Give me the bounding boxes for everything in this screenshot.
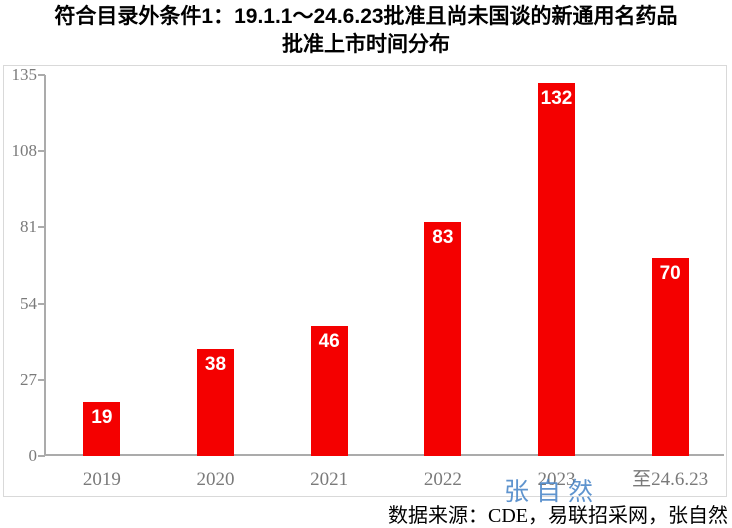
bar-value-label: 83 — [432, 226, 454, 248]
x-tick-label: 至24.6.23 — [632, 469, 709, 490]
y-tick-mark — [38, 302, 45, 305]
y-tick-mark — [38, 150, 45, 153]
x-tick-label: 2019 — [82, 469, 121, 490]
y-tick-mark — [38, 226, 45, 229]
y-tick-mark — [38, 378, 45, 381]
bar-2019: 19 — [83, 402, 121, 456]
y-tick-label: 81 — [20, 217, 37, 237]
bar-至24.6.23: 70 — [651, 258, 689, 456]
bar-2021: 46 — [310, 326, 348, 456]
chart-title-line2: 批准上市时间分布 — [282, 33, 450, 56]
x-tick-label: 2021 — [310, 469, 349, 490]
x-tick-label: 2020 — [196, 469, 235, 490]
x-axis-line — [44, 454, 724, 456]
y-tick-label: 108 — [11, 141, 38, 161]
bar-value-label: 46 — [318, 331, 340, 353]
bar-2022: 83 — [424, 221, 462, 456]
plot-frame: 0 27 54 81 108 135 19 2019 38 2020 46 2021 83 2022 132… — [3, 65, 727, 497]
watermark-text: 张自然 — [504, 479, 601, 506]
y-tick-label: 54 — [20, 293, 37, 313]
bar-value-label: 70 — [659, 263, 681, 285]
source-note: 数据来源：CDE，易联招采网，张自然 — [388, 505, 728, 527]
y-axis-line — [44, 75, 46, 456]
y-tick-mark — [38, 455, 45, 457]
chart-title: 符合目录外条件1：19.1.1～24.6.23批准且尚未国谈的新通用名药品 批准… — [0, 3, 732, 59]
bar-value-label: 38 — [204, 353, 227, 375]
x-tick-label: 2022 — [423, 469, 462, 490]
y-tick-mark — [38, 74, 45, 76]
bar-value-label: 132 — [540, 88, 573, 110]
bar-2020: 38 — [197, 348, 234, 456]
y-tick-label: 135 — [11, 65, 38, 84]
y-tick-label: 0 — [28, 446, 38, 465]
x-tick-label: 2023 — [537, 469, 576, 490]
y-tick-label: 27 — [20, 369, 37, 389]
bar-value-label: 19 — [91, 407, 113, 429]
bar-2023: 132 — [538, 83, 575, 456]
chart-title-line1: 符合目录外条件1：19.1.1～24.6.23批准且尚未国谈的新通用名药品 — [54, 5, 678, 28]
